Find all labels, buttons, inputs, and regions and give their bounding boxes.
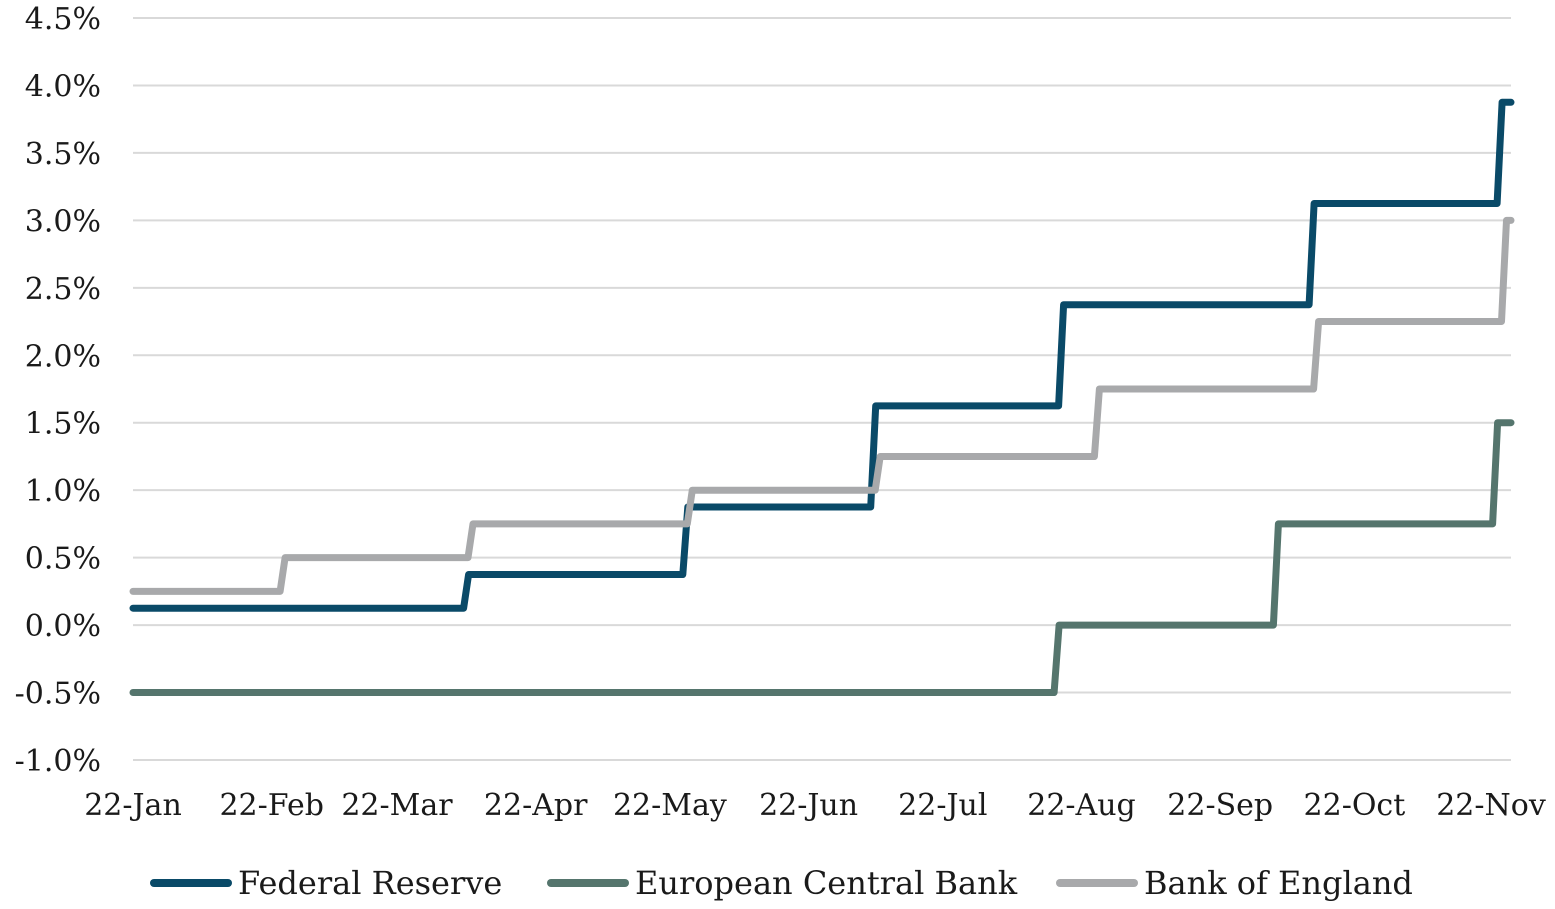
legend-label-federal-reserve: Federal Reserve bbox=[238, 864, 503, 902]
x-tick-label: 22-Apr bbox=[484, 788, 588, 823]
legend-item-european-central-bank: European Central Bank bbox=[547, 858, 1017, 908]
x-tick-label: 22-Sep bbox=[1167, 788, 1273, 823]
y-tick-label: 0.0% bbox=[25, 609, 101, 644]
x-tick-label: 22-Jul bbox=[898, 788, 987, 823]
y-axis-tick-labels: -1.0% -0.5% 0.0% 0.5% 1.0% 1.5% 2.0% 2.5% 3.0% 3.… bbox=[15, 2, 101, 779]
x-tick-label: 22-Mar bbox=[341, 788, 453, 823]
legend-label-european-central-bank: European Central Bank bbox=[635, 864, 1018, 902]
legend-swatch-federal-reserve bbox=[150, 879, 232, 887]
x-tick-label: 22-Feb bbox=[219, 788, 323, 823]
y-tick-label: -0.5% bbox=[15, 677, 101, 712]
y-tick-label: 2.0% bbox=[25, 339, 101, 374]
y-tick-label: -1.0% bbox=[15, 744, 101, 779]
x-tick-label: 22-Jun bbox=[759, 788, 858, 823]
y-tick-label: 4.5% bbox=[25, 2, 101, 37]
x-tick-label: 22-Oct bbox=[1304, 788, 1406, 823]
legend-label-bank-of-england: Bank of England bbox=[1144, 864, 1413, 902]
y-tick-label: 0.5% bbox=[25, 542, 101, 577]
series-line-bank-of-england bbox=[129, 216, 1515, 595]
series-lines bbox=[129, 98, 1515, 696]
x-tick-label: 22-Aug bbox=[1027, 788, 1136, 823]
legend-item-federal-reserve: Federal Reserve bbox=[150, 858, 502, 908]
legend-swatch-bank-of-england bbox=[1056, 879, 1138, 887]
legend-item-bank-of-england: Bank of England bbox=[1056, 858, 1413, 908]
series-line-european-central-bank bbox=[129, 419, 1515, 696]
y-tick-label: 2.5% bbox=[25, 272, 101, 307]
y-tick-label: 4.0% bbox=[25, 69, 101, 104]
y-tick-label: 3.0% bbox=[25, 204, 101, 239]
y-tick-label: 1.0% bbox=[25, 474, 101, 509]
y-tick-label: 3.5% bbox=[25, 137, 101, 172]
x-tick-label: 22-Nov bbox=[1436, 788, 1546, 823]
legend-swatch-european-central-bank bbox=[547, 879, 629, 887]
y-tick-label: 1.5% bbox=[25, 407, 101, 442]
x-axis-tick-labels: 22-Jan 22-Feb 22-Mar 22-Apr 22-May 22-Jun 22-J… bbox=[84, 788, 1546, 823]
legend: Federal Reserve European Central Bank Ba… bbox=[0, 858, 1555, 908]
series-line-federal-reserve bbox=[129, 98, 1515, 612]
x-tick-label: 22-Jan bbox=[84, 788, 182, 823]
x-tick-label: 22-May bbox=[613, 788, 727, 823]
